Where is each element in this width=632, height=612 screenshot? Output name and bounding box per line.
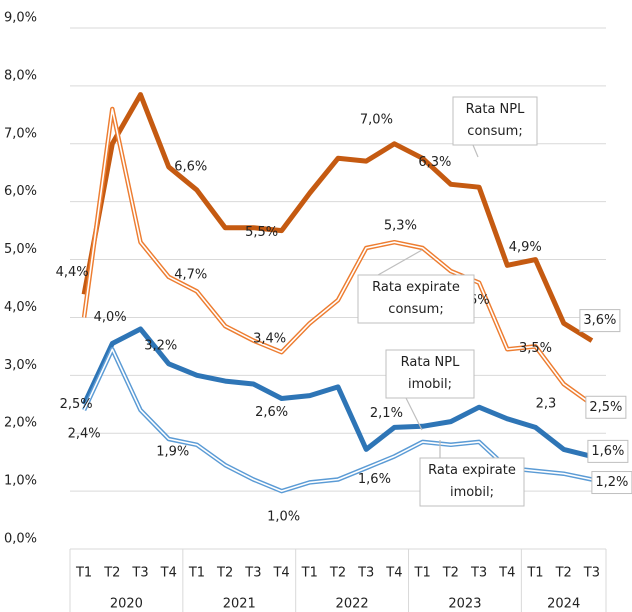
legend-label: Rata expirate consum; <box>372 280 460 317</box>
data-label: 4,7% <box>174 267 207 282</box>
callout-leader <box>405 397 423 431</box>
callout: Rata NPL imobil; <box>400 355 460 392</box>
data-label: 1,0% <box>267 510 300 525</box>
y-tick-label: 3,0% <box>4 358 37 373</box>
label-box <box>585 395 627 419</box>
callout-box <box>357 274 475 324</box>
x-tick-label: T2 <box>442 566 459 581</box>
y-tick-label: 1,0% <box>4 474 37 489</box>
data-label: 3,5% <box>519 341 552 356</box>
series-line <box>81 326 593 459</box>
x-tick-label: T4 <box>160 566 177 581</box>
callout: Rata expirate imobil; <box>428 463 516 500</box>
x-tick-label: T1 <box>301 566 318 581</box>
label-box <box>579 309 621 333</box>
series-line-inner <box>83 108 593 405</box>
x-tick-label: T2 <box>103 566 120 581</box>
x-group-label: 2024 <box>547 597 580 612</box>
y-tick-label: 0,0% <box>4 532 37 547</box>
data-label: 5,3% <box>384 219 417 234</box>
data-label: 3,2% <box>144 338 177 353</box>
data-label: 1,6% <box>358 472 391 487</box>
data-label: 1,6% <box>591 444 624 459</box>
annotation: 2,3 <box>536 397 557 412</box>
callout: Rata NPL consum; <box>465 102 525 139</box>
label-box <box>587 439 629 463</box>
callout-leader <box>377 249 423 276</box>
x-tick-label: T2 <box>555 566 572 581</box>
data-label: 2,5% <box>60 397 93 412</box>
data-label: 3,6% <box>583 313 616 328</box>
callout-box <box>385 349 475 399</box>
callout-leader <box>472 144 479 158</box>
x-tick-label: T3 <box>244 566 261 581</box>
data-label: 5,5% <box>245 225 278 240</box>
data-label: 2,4% <box>68 427 101 442</box>
y-tick-label: 2,0% <box>4 416 37 431</box>
data-label: 3,4% <box>253 332 286 347</box>
data-label: 4,0% <box>94 310 127 325</box>
y-tick-label: 9,0% <box>4 11 37 26</box>
x-tick-label: T1 <box>526 566 543 581</box>
data-label: 4,4% <box>56 265 89 280</box>
data-label: 2,5% <box>589 400 622 415</box>
legend-label: Rata NPL consum; <box>465 102 525 139</box>
x-tick-label: T2 <box>216 566 233 581</box>
y-tick-label: 4,0% <box>4 300 37 315</box>
x-tick-label: T4 <box>498 566 515 581</box>
x-group-label: 2020 <box>110 597 143 612</box>
x-tick-label: T4 <box>385 566 402 581</box>
x-tick-label: T2 <box>329 566 346 581</box>
x-tick-label: T1 <box>75 566 92 581</box>
x-tick-label: T4 <box>272 566 289 581</box>
series-line <box>81 92 594 343</box>
callout-box <box>452 96 538 146</box>
y-tick-label: 8,0% <box>4 68 37 83</box>
y-tick-label: 6,0% <box>4 184 37 199</box>
y-tick-label: 5,0% <box>4 242 37 257</box>
data-label: 4,9% <box>509 240 542 255</box>
data-label: 6,3% <box>418 155 451 170</box>
x-tick-label: T3 <box>470 566 487 581</box>
x-tick-label: T3 <box>583 566 600 581</box>
data-label: 6,6% <box>174 159 207 174</box>
data-label: 1,2% <box>595 475 628 490</box>
x-group-label: 2022 <box>336 597 369 612</box>
x-tick-label: T3 <box>131 566 148 581</box>
data-label: 2,1% <box>370 406 403 421</box>
y-tick-label: 7,0% <box>4 126 37 141</box>
data-label: 1,9% <box>156 445 189 460</box>
x-tick-label: T1 <box>188 566 205 581</box>
x-tick-label: T3 <box>357 566 374 581</box>
legend-label: Rata expirate imobil; <box>428 463 516 500</box>
x-group-label: 2023 <box>448 597 481 612</box>
callout-box <box>419 457 525 507</box>
data-label: 7,0% <box>360 112 393 127</box>
data-label: 2,6% <box>255 405 288 420</box>
legend-label: Rata NPL imobil; <box>400 355 460 392</box>
x-group-label: 2021 <box>223 597 256 612</box>
series-line <box>81 106 594 407</box>
x-tick-label: T1 <box>414 566 431 581</box>
callout: Rata expirate consum; <box>372 280 460 317</box>
